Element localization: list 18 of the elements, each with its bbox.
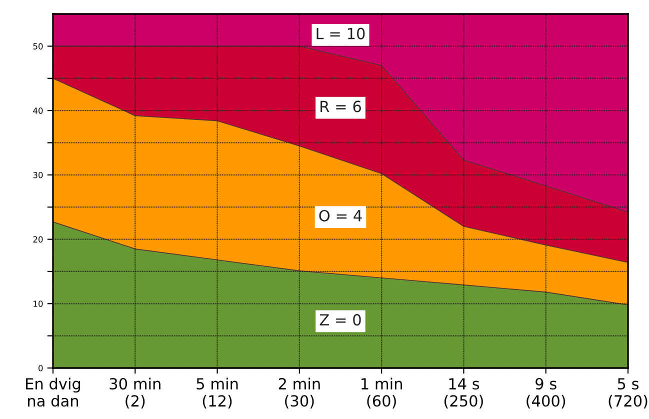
x-tick-label: 14 s (250) <box>444 378 483 408</box>
series-label: Z = 0 <box>320 314 361 326</box>
y-tick-label: 30 <box>33 172 43 178</box>
x-tick-label: 2 min (30) <box>278 378 320 408</box>
x-tick-label: 1 min (60) <box>362 378 402 408</box>
series-label: O = 4 <box>319 210 362 222</box>
y-tick-label: 10 <box>34 300 43 307</box>
y-tick-label: 20 <box>33 236 43 243</box>
y-tick-label: 0 <box>38 364 43 372</box>
series-label: L = 10 <box>316 28 365 40</box>
x-tick-label: En dvig na dan <box>26 378 80 407</box>
x-tick-label: 9 s (400) <box>526 378 566 408</box>
x-tick-label: 30 min (2) <box>110 378 160 408</box>
y-tick-label: 40 <box>33 108 43 114</box>
y-tick-label: 50 <box>33 43 43 50</box>
x-tick-label: 5 min (12) <box>196 378 238 408</box>
series-label: R = 6 <box>320 100 361 112</box>
x-tick-label: 5 s (720) <box>608 378 648 408</box>
